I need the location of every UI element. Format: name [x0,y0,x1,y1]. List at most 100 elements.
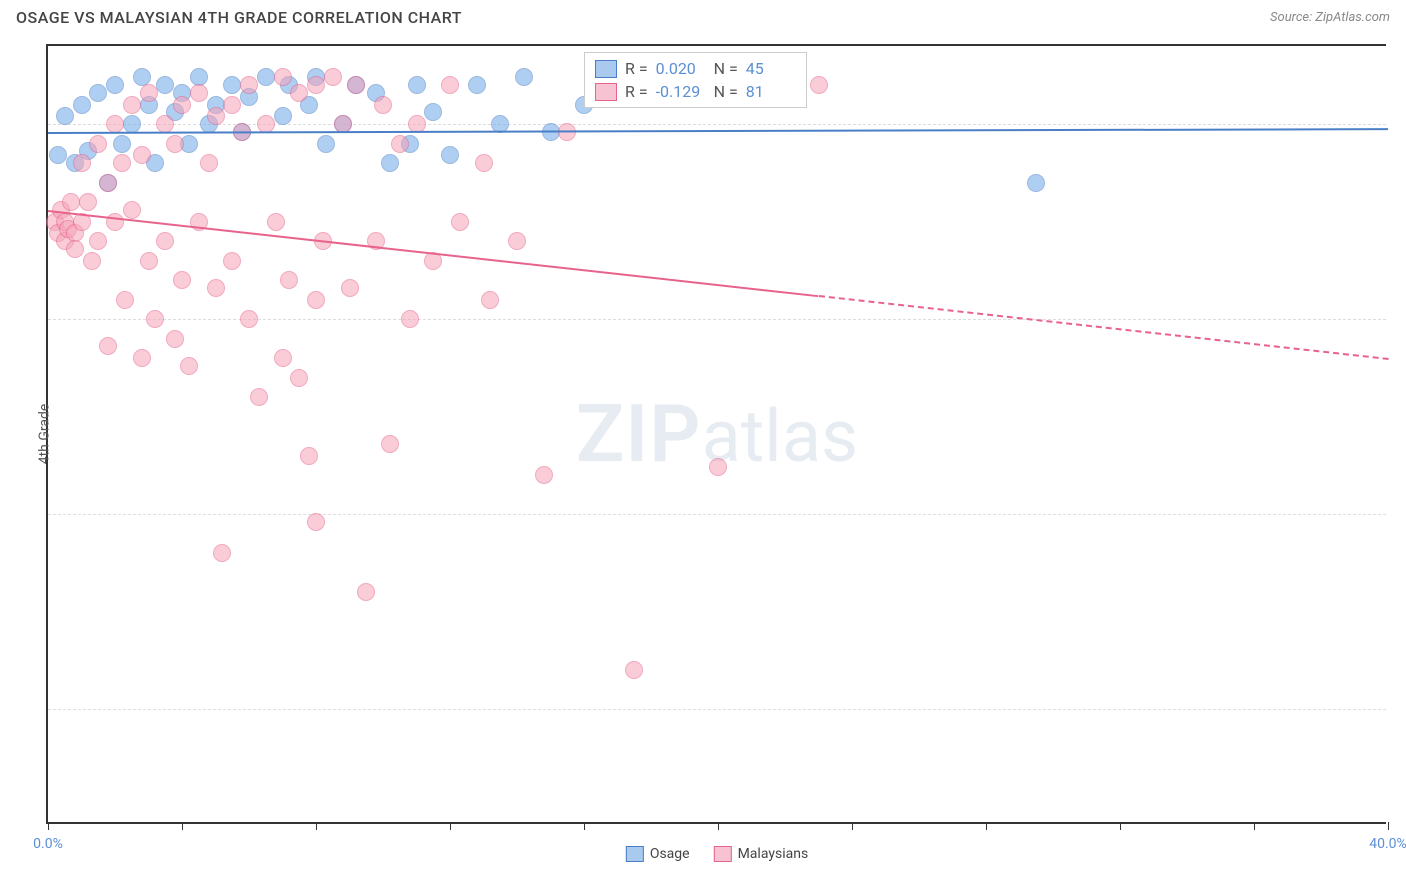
x-tick [584,822,585,830]
data-point [240,310,258,328]
data-point [451,213,469,231]
data-point [207,279,225,297]
data-point [250,388,268,406]
data-point [257,68,275,86]
data-point [99,174,117,192]
data-point [280,271,298,289]
data-point [166,135,184,153]
data-point [156,232,174,250]
data-point [625,661,643,679]
data-point [508,232,526,250]
data-point [166,330,184,348]
data-point [257,115,275,133]
data-point [89,135,107,153]
y-tick-label: 100.0% [1396,116,1406,132]
data-point [140,252,158,270]
legend-stats-row: R = -0.129 N = 81 [585,80,806,103]
data-point [73,96,91,114]
chart-source: Source: ZipAtlas.com [1270,10,1390,25]
stat-r-label: R = [625,82,648,101]
data-point [468,76,486,94]
data-point [481,291,499,309]
x-tick [48,822,49,830]
data-point [73,154,91,172]
data-point [89,232,107,250]
legend-stats-row: R =0.020N =45 [585,57,806,80]
trend-line [48,210,819,297]
data-point [113,154,131,172]
x-tick-label: 0.0% [33,836,63,852]
data-point [347,76,365,94]
data-point [49,146,67,164]
legend-label: Malaysians [738,846,809,862]
data-point [274,349,292,367]
data-point [408,76,426,94]
data-point [173,271,191,289]
data-point [810,76,828,94]
legend-label: Osage [650,846,690,862]
data-point [123,96,141,114]
plot-area: ZIPatlas 85.0%90.0%95.0%100.0%0.0%40.0%R… [48,46,1386,822]
data-point [156,115,174,133]
legend-swatch [714,846,732,862]
data-point [401,310,419,328]
legend-item: Malaysians [714,846,809,862]
data-point [99,337,117,355]
x-tick [1120,822,1121,830]
data-point [307,291,325,309]
chart-header: OSAGE VS MALAYSIAN 4TH GRADE CORRELATION… [0,0,1406,31]
data-point [267,213,285,231]
data-point [441,146,459,164]
data-point [173,96,191,114]
stat-n-value: 45 [746,59,796,78]
data-point [62,193,80,211]
data-point [200,154,218,172]
legend-swatch [626,846,644,862]
y-tick-label: 95.0% [1396,311,1406,327]
data-point [475,154,493,172]
data-point [709,458,727,476]
data-point [140,84,158,102]
data-point [123,115,141,133]
data-point [133,349,151,367]
data-point [274,107,292,125]
data-point [146,310,164,328]
data-point [535,466,553,484]
data-point [106,76,124,94]
data-point [357,583,375,601]
data-point [324,68,342,86]
x-tick [718,822,719,830]
data-point [89,84,107,102]
data-point [1027,174,1045,192]
data-point [424,103,442,121]
data-point [307,76,325,94]
data-point [274,68,292,86]
data-point [391,135,409,153]
x-tick [986,822,987,830]
data-point [79,193,97,211]
data-point [133,146,151,164]
legend-item: Osage [626,846,690,862]
data-point [381,154,399,172]
chart-title: OSAGE VS MALAYSIAN 4TH GRADE CORRELATION… [16,8,462,27]
stat-n-value: 81 [746,82,796,101]
gridline [48,709,1386,710]
stat-n-label: N = [714,59,738,78]
y-tick-label: 90.0% [1396,506,1406,522]
data-point [441,76,459,94]
gridline [48,514,1386,515]
x-tick [316,822,317,830]
data-point [83,252,101,270]
data-point [515,68,533,86]
data-point [240,76,258,94]
data-point [223,76,241,94]
stat-r-value: -0.129 [656,82,706,101]
data-point [180,357,198,375]
data-point [156,76,174,94]
stat-n-label: N = [714,82,738,101]
data-point [290,84,308,102]
data-point [123,201,141,219]
data-point [56,107,74,125]
trend-line [818,295,1388,360]
x-tick-label: 40.0% [1369,836,1406,852]
